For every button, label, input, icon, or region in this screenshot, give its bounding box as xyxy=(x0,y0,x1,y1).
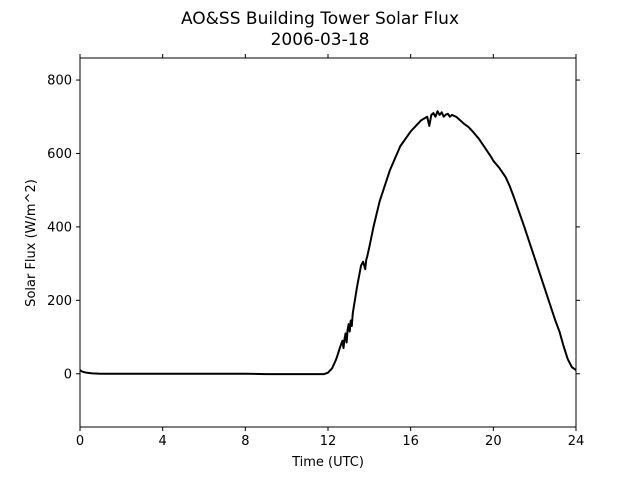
x-tick-label: 20 xyxy=(485,434,502,449)
chart-subtitle: 2006-03-18 xyxy=(271,30,370,50)
y-tick-label: 400 xyxy=(47,220,72,235)
plot-frame xyxy=(79,57,577,428)
x-tick-label: 24 xyxy=(568,434,585,449)
x-tick-label: 12 xyxy=(320,434,337,449)
x-axis-label: Time (UTC) xyxy=(291,455,364,470)
series-line xyxy=(79,110,577,376)
y-tick-label: 600 xyxy=(47,147,72,162)
axis-ticks: 0 4 8 12 16 20 24 0 200 400 600 800 xyxy=(47,54,584,449)
y-tick-label: 200 xyxy=(47,294,72,309)
chart-title: AO&SS Building Tower Solar Flux xyxy=(181,9,459,29)
y-tick-label: 800 xyxy=(47,74,72,89)
y-tick-label: 0 xyxy=(64,367,72,382)
x-tick-label: 16 xyxy=(402,434,419,449)
x-tick-label: 0 xyxy=(76,434,84,449)
x-tick-label: 8 xyxy=(241,434,249,449)
y-axis-label: Solar Flux (W/m^2) xyxy=(24,179,39,307)
x-tick-label: 4 xyxy=(159,434,167,449)
